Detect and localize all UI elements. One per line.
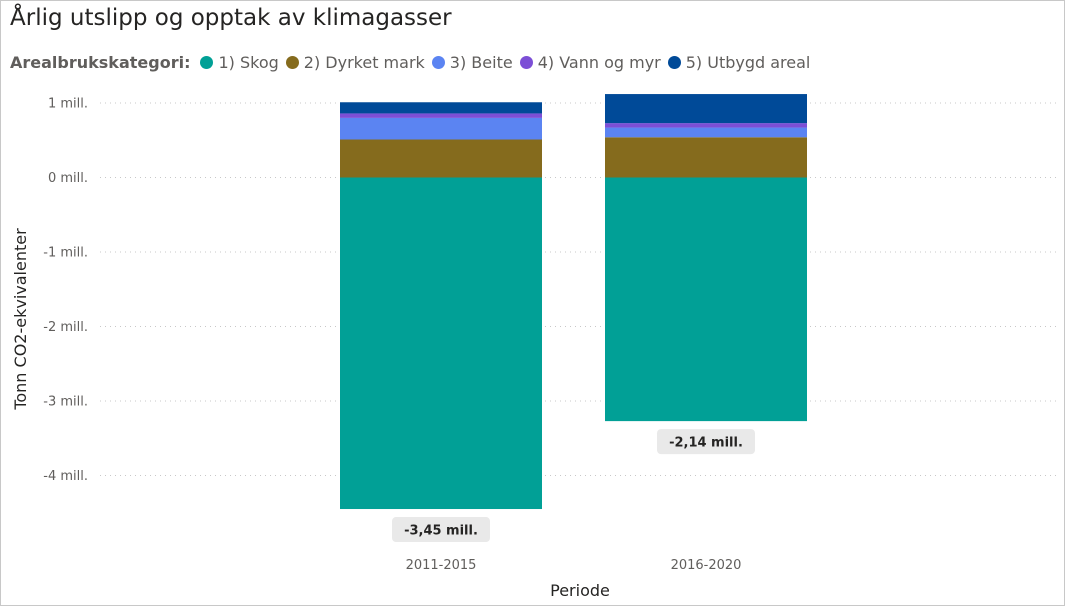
legend-dot-icon [667, 56, 681, 69]
legend-dot-icon [431, 56, 445, 69]
x-tick-label: 2016-2020 [671, 558, 742, 573]
legend-item-vann-og-myr[interactable]: 4) Vann og myr [519, 53, 661, 72]
x-axis-ticks: 2011-2015 2016-2020 [406, 558, 742, 573]
legend-dot-icon [285, 56, 299, 69]
bar-segment [340, 102, 542, 114]
total-label-background [392, 517, 490, 543]
bar-segment [340, 113, 542, 118]
legend: Arealbrukskategori: 1) Skog 2) Dyrket ma… [10, 53, 817, 72]
x-axis-title: Periode [550, 581, 610, 600]
legend-label: 3) Beite [449, 53, 513, 72]
legend-dot-icon [200, 56, 214, 69]
bar-segment [340, 139, 542, 178]
chart-title: Årlig utslipp og opptak av klimagasser [10, 5, 452, 31]
bar-segment [605, 94, 807, 124]
legend-dot-icon [519, 56, 533, 69]
bar-segment [340, 177, 542, 510]
legend-item-beite[interactable]: 3) Beite [431, 53, 513, 72]
bar-segment [605, 177, 807, 422]
total-label-background [657, 429, 755, 455]
x-tick-label: 2011-2015 [406, 558, 477, 573]
y-axis-title: Tonn CO2-ekvivalenter [11, 228, 30, 411]
bars [340, 94, 807, 510]
legend-label: 4) Vann og myr [537, 53, 661, 72]
bar-segment [605, 127, 807, 138]
y-tick-label: -3 mill. [43, 395, 88, 410]
legend-item-utbygd-areal[interactable]: 5) Utbygd areal [667, 53, 811, 72]
y-tick-label: 0 mill. [48, 171, 88, 186]
legend-label: 2) Dyrket mark [303, 53, 425, 72]
legend-title: Arealbrukskategori: [10, 53, 191, 72]
gridlines [100, 102, 1058, 476]
legend-label: 5) Utbygd areal [685, 53, 811, 72]
legend-label: 1) Skog [218, 53, 279, 72]
y-axis-ticks: 1 mill. 0 mill. -1 mill. -2 mill. -3 mill. -4… [43, 97, 88, 485]
legend-item-skog[interactable]: 1) Skog [200, 53, 279, 72]
total-label: -3,45 mill. [404, 524, 478, 539]
legend-item-dyrket-mark[interactable]: 2) Dyrket mark [285, 53, 425, 72]
y-tick-label: -2 mill. [43, 320, 88, 335]
y-tick-label: -4 mill. [43, 469, 88, 484]
y-tick-label: 1 mill. [48, 97, 88, 112]
y-tick-label: -1 mill. [43, 246, 88, 261]
total-labels: -3,45 mill. -2,14 mill. [392, 429, 755, 543]
total-label: -2,14 mill. [669, 436, 743, 451]
bar-segment [605, 123, 807, 128]
bar-segment [605, 137, 807, 178]
bar-segment [340, 117, 542, 140]
